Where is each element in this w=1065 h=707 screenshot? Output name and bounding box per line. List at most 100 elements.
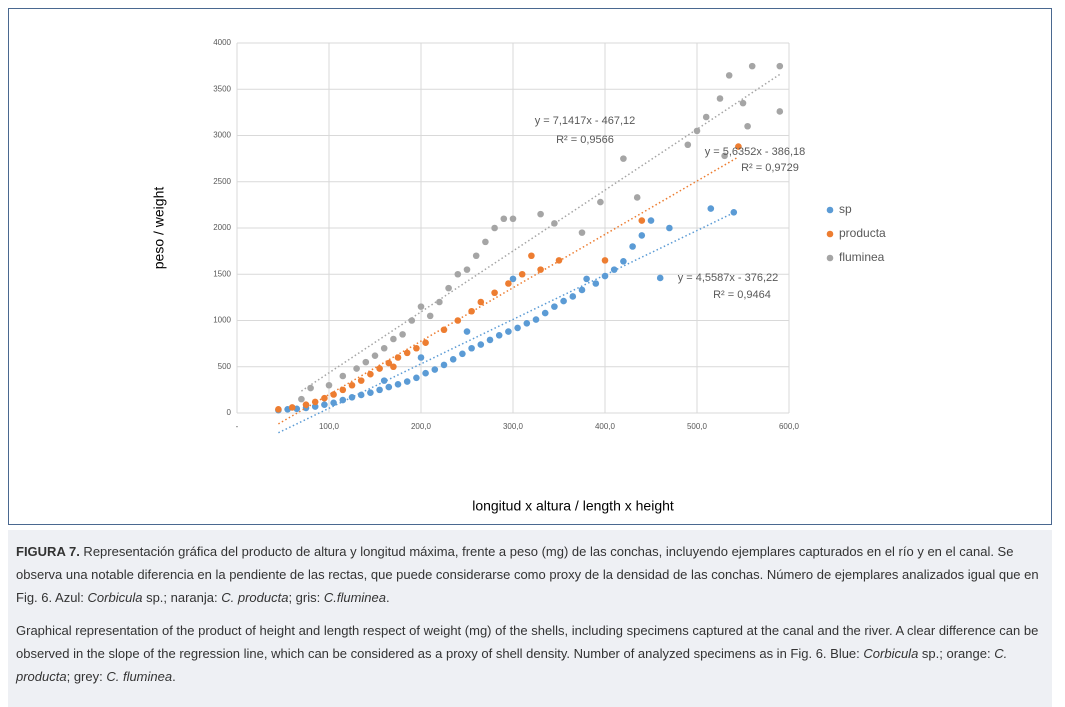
data-point (638, 217, 646, 224)
data-point (716, 95, 724, 102)
caption-text: C.fluminea (323, 590, 386, 605)
data-point (532, 316, 540, 323)
y-tick-label: 500 (218, 362, 232, 371)
data-point (578, 286, 586, 294)
caption-text: sp.; orange: (918, 646, 995, 661)
x-tick-label: 500,0 (687, 422, 708, 431)
y-tick-label: 2500 (213, 177, 231, 186)
legend-marker (826, 230, 834, 238)
data-point (541, 309, 549, 317)
data-point (509, 215, 517, 223)
data-point (730, 208, 738, 216)
data-point (693, 127, 701, 135)
data-point (339, 372, 347, 380)
data-point (537, 210, 544, 218)
data-point (440, 361, 448, 369)
data-point (482, 238, 489, 246)
data-point (477, 341, 485, 348)
caption-text: C. producta (16, 646, 1008, 684)
data-point (486, 336, 494, 344)
data-point (523, 319, 531, 327)
data-point (656, 274, 664, 282)
data-point (551, 303, 558, 310)
data-point (583, 275, 590, 283)
data-point (725, 72, 733, 79)
data-point (403, 349, 411, 357)
data-point (422, 369, 429, 377)
data-point (620, 258, 627, 265)
data-point (647, 217, 655, 224)
chart: peso / weight longitud x altura / length… (8, 8, 1052, 525)
data-point (610, 266, 618, 273)
caption-text: Corbicula (863, 646, 919, 661)
data-point (362, 358, 370, 366)
legend-marker (826, 254, 834, 262)
data-point (601, 257, 609, 264)
trendline-label: y = 7,1417x - 467,12 (535, 115, 636, 127)
data-point (702, 113, 710, 121)
x-tick-label: 300,0 (503, 422, 524, 431)
data-point (454, 270, 462, 278)
data-point (597, 198, 604, 206)
caption-es: FIGURA 7. Representación gráfica del pro… (16, 540, 1044, 609)
y-tick-label: 1500 (213, 269, 231, 278)
data-point (275, 406, 282, 413)
data-point (776, 62, 784, 70)
data-point (620, 155, 627, 162)
data-point (748, 62, 756, 70)
y-tick-label: 2000 (213, 223, 231, 232)
data-point (390, 335, 397, 343)
data-point (348, 393, 356, 401)
data-point (390, 363, 397, 371)
data-point (376, 365, 383, 372)
data-point (638, 232, 646, 239)
data-point (491, 224, 498, 232)
x-tick-label: - (236, 422, 239, 431)
data-point (495, 332, 503, 339)
data-point (380, 377, 388, 384)
data-point (380, 344, 388, 352)
data-point (413, 374, 420, 382)
data-point (463, 328, 471, 335)
data-point (528, 252, 535, 260)
data-point (721, 152, 728, 160)
y-tick-label: 3500 (213, 84, 231, 93)
y-tick-label: 1000 (213, 316, 231, 325)
data-point (509, 275, 517, 283)
data-point (744, 122, 751, 130)
data-point (394, 381, 402, 388)
trendline-label: R² = 0,9566 (556, 134, 614, 146)
data-point (339, 396, 347, 404)
caption-text: sp.; naranja: (142, 590, 222, 605)
data-point (321, 394, 328, 402)
data-point (298, 395, 305, 403)
caption-en: Graphical representation of the product … (16, 619, 1044, 688)
data-point (348, 381, 356, 389)
data-point (302, 401, 310, 408)
y-tick-label: 4000 (213, 38, 231, 47)
y-axis-label: peso / weight (151, 187, 167, 270)
data-point (325, 381, 333, 389)
data-point (339, 386, 347, 394)
data-point (514, 324, 521, 332)
caption-text: . (386, 590, 390, 605)
data-point (436, 298, 443, 306)
data-point (684, 141, 692, 149)
data-point (431, 366, 439, 373)
data-point (463, 266, 471, 273)
caption-text: Representación gráfica del producto de a… (16, 544, 1039, 605)
data-point (666, 224, 673, 232)
data-point (776, 108, 784, 115)
data-point (357, 377, 365, 384)
data-point (592, 280, 600, 287)
data-point (505, 328, 512, 335)
data-point (739, 99, 747, 107)
caption-label: FIGURA 7. (16, 544, 80, 559)
figure-frame (8, 8, 1052, 525)
data-point (371, 352, 379, 359)
data-point (376, 386, 383, 394)
data-point (413, 344, 420, 352)
data-point (367, 389, 374, 396)
data-point (311, 403, 319, 410)
